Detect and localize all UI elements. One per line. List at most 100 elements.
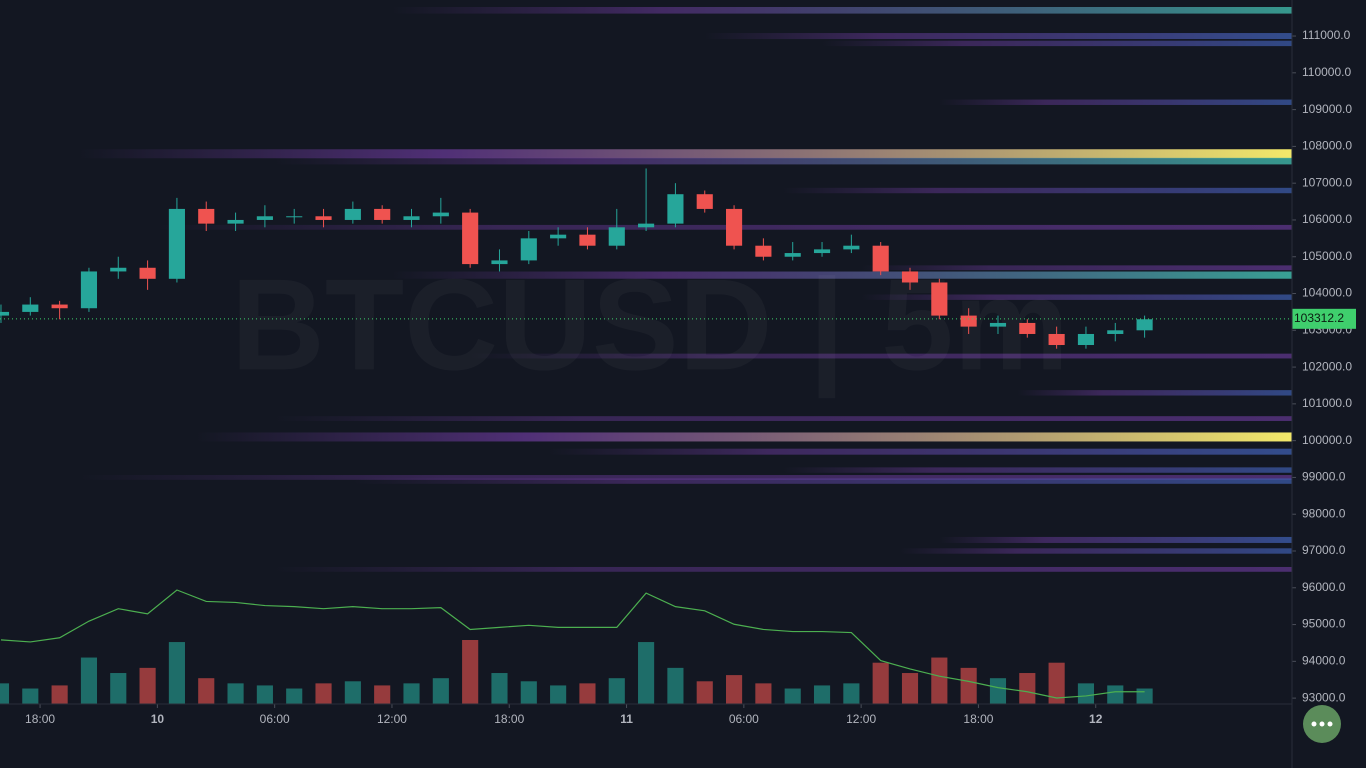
volume-bar [667,667,684,704]
x-tick-label: 06:00 [729,712,759,726]
heatmap-band [548,448,1292,455]
candle-body [755,245,772,257]
heatmap-band [1017,390,1292,396]
candle-body [403,216,420,220]
candle-body [813,249,831,254]
heatmap-band [861,294,1292,300]
candle-body [726,208,743,246]
heatmap-band [939,99,1292,105]
y-tick-label: 99000.0 [1302,470,1346,484]
candle-body [550,234,567,239]
menu-button[interactable] [1303,705,1341,743]
y-tick-label: 111000.0 [1302,28,1351,42]
volume-bar [1048,662,1065,704]
candle-body [843,245,860,250]
volume-bar [960,667,977,704]
volume-bar [901,673,919,704]
dot [1327,721,1333,727]
volume-bar [315,683,332,704]
volume-bar [374,685,391,704]
volume-bar [286,688,303,704]
volume-bar [550,685,567,704]
y-tick-label: 93000.0 [1302,690,1346,704]
candle-body [667,194,684,224]
volume-bar [755,683,772,704]
volume-bar [227,683,244,704]
x-tick-label: 18:00 [25,712,55,726]
candle-body [579,234,596,246]
candle-body [1048,333,1065,346]
y-tick-label: 100000.0 [1302,433,1352,447]
y-tick-label: 105000.0 [1302,249,1352,263]
heatmap-band [196,432,1292,442]
heatmap-band [157,224,1293,230]
y-tick-label: 97000.0 [1302,543,1346,557]
heatmap-band [470,353,1292,359]
y-tick-label: 96000.0 [1302,580,1346,594]
heatmap-band [782,467,1292,473]
volume-bar [1107,685,1124,704]
volume-bar [403,683,420,704]
candle-body [872,245,889,272]
volume-bar [432,678,449,704]
candle-body [168,208,185,279]
volume-bar [784,688,801,704]
y-tick-label: 94000.0 [1302,654,1346,668]
candle-body [51,304,68,309]
y-tick-label: 104000.0 [1302,286,1352,300]
watermark: BTCUSD | 5m [231,251,1069,399]
y-tick-label: 101000.0 [1302,396,1352,410]
x-tick-label: 12:00 [846,712,876,726]
candle-body [22,304,39,312]
plot: 111000.0 110000.0 109000.0 108000.0 107000.0… [0,28,1356,726]
heatmap-band [704,33,1292,40]
volume-bar [80,657,98,704]
volume-bar [726,675,743,704]
candle-body [80,271,98,309]
x-tick-label: 18:00 [963,712,993,726]
volume-bar [462,640,479,704]
candle-body [315,216,332,220]
candle-body [110,267,127,272]
candle-body [520,238,537,261]
heatmap-band [822,40,1292,47]
candle-body [1107,330,1124,334]
heatmap-band [274,416,1292,421]
y-tick-label: 107000.0 [1302,175,1352,189]
volume-bar [168,642,185,704]
volume-bar [0,683,10,704]
heatmap-band [782,187,1292,194]
volume-bar [813,685,831,704]
x-tick-label: 10 [151,712,165,726]
volume-bar [1136,688,1153,704]
y-tick-label: 98000.0 [1302,506,1346,520]
volume-bar [1077,683,1095,704]
volume-bar [520,681,537,704]
candle-body [256,216,273,220]
candle-body [462,212,479,265]
delta-line [0,589,1145,699]
candle-body [960,315,977,327]
volume-bar [491,673,508,704]
candle-body [198,208,215,224]
candle-body [1077,333,1095,346]
candle-body [227,219,244,224]
volume-bar [696,681,713,704]
candle-body [491,260,508,265]
y-tick-label: 109000.0 [1302,102,1352,116]
x-tick-label: 12:00 [377,712,407,726]
x-tick-label: 11 [620,712,633,726]
volume-bar [1019,673,1036,704]
dot [1319,721,1325,727]
candle-body [374,208,391,220]
candle-body [638,223,655,228]
heatmap-band [274,566,1292,572]
candle-body [1136,319,1153,331]
x-tick-label: 12 [1089,712,1103,726]
y-tick-label: 110000.0 [1302,65,1351,79]
volume-bar [989,678,1007,704]
heatmap-band [274,157,1292,165]
y-tick-label: 102000.0 [1302,359,1352,373]
